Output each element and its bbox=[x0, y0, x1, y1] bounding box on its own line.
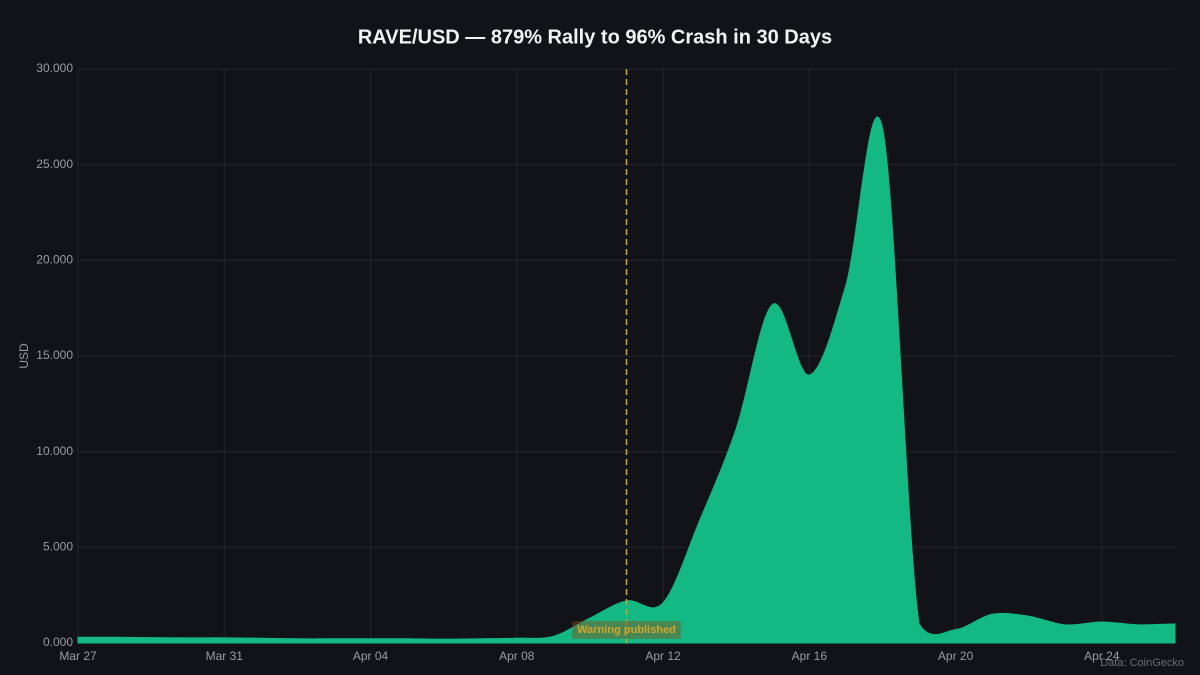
y-tick-label: 10.000 bbox=[36, 444, 73, 458]
x-tick-label: Apr 08 bbox=[499, 649, 535, 663]
y-tick-label: 25.000 bbox=[36, 157, 73, 171]
y-tick-label: 30.000 bbox=[36, 61, 73, 75]
y-axis-label: USD bbox=[17, 343, 31, 369]
x-tick-label: Apr 04 bbox=[353, 649, 389, 663]
x-tick-label: Apr 16 bbox=[792, 649, 828, 663]
x-tick-label: Apr 20 bbox=[938, 649, 974, 663]
annotation-label: Warning published bbox=[577, 624, 676, 636]
y-tick-label: 15.000 bbox=[36, 348, 73, 362]
x-tick-label: Mar 31 bbox=[206, 649, 244, 663]
x-tick-label: Apr 24 bbox=[1084, 649, 1120, 663]
source-note: Data: CoinGecko bbox=[1100, 657, 1184, 669]
x-tick-label: Mar 27 bbox=[59, 649, 97, 663]
y-tick-label: 5.000 bbox=[43, 540, 73, 554]
plot: Warning published bbox=[77, 69, 1176, 644]
chart-title: RAVE/USD — 879% Rally to 96% Crash in 30… bbox=[358, 26, 832, 48]
y-tick-label: 0.000 bbox=[43, 635, 73, 649]
area bbox=[77, 116, 1176, 644]
grid: 0.000 5.000 10.000 15.000 20.000 25.000 30.000… bbox=[36, 61, 1175, 663]
x-tick-label: Apr 12 bbox=[645, 649, 681, 663]
annotation-box bbox=[572, 620, 681, 639]
y-tick-label: 20.000 bbox=[36, 253, 73, 267]
